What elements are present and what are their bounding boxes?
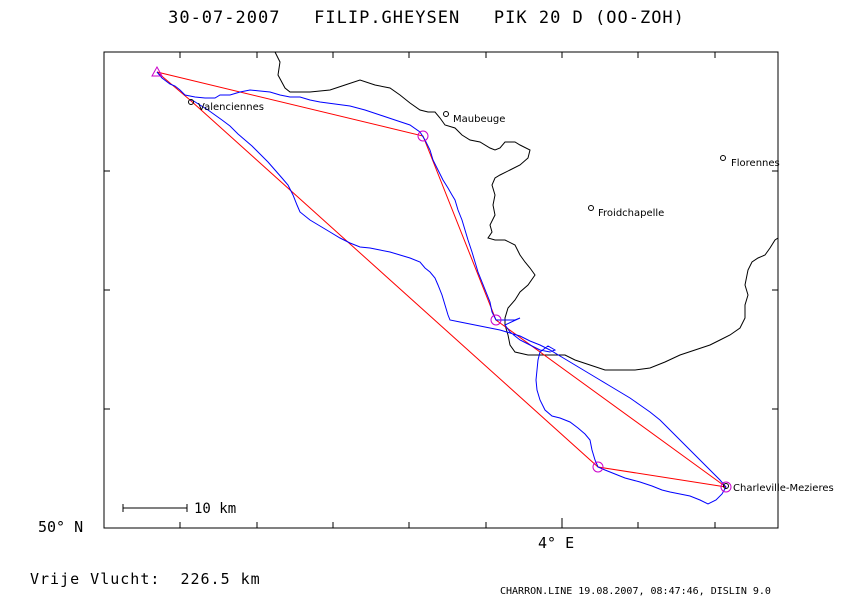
city-label-valenciennes: Valenciennes [198,102,264,113]
city-label-froidchapelle: Froidchapelle [598,208,664,219]
map-title: 30-07-2007 FILIP.GHEYSEN PIK 20 D (OO-ZO… [168,8,685,28]
turnpoints [151,65,732,493]
city-label-maubeuge: Maubeuge [453,114,505,125]
turnpoint-circle-icon [490,314,502,326]
latitude-label: 50° N [38,518,83,536]
flight-track [156,71,727,505]
task-route [156,71,727,488]
city-marker-icon [188,99,194,105]
city-label-charleville-mezieres: Charleville-Mezieres [733,483,834,494]
turnpoint-circle-icon [720,481,732,493]
city-marker-icon [720,155,726,161]
start-triangle-icon [151,65,163,77]
y-axis-ticks [104,170,778,410]
city-marker-icon [443,111,449,117]
city-label-florennes: Florennes [731,158,780,169]
x-axis-ticks [179,52,716,528]
longitude-label: 4° E [538,534,574,552]
footer-credits: CHARRON.LINE 19.08.2007, 08:47:46, DISLI… [500,586,771,597]
city-marker-icon [588,205,594,211]
distance-summary: Vrije Vlucht: 226.5 km [30,570,261,588]
country-border [274,51,779,371]
turnpoint-circle-icon [417,130,429,142]
city-marker-icon [723,483,729,489]
city-markers [188,99,729,489]
scale-bar [122,504,188,512]
map-frame [103,51,779,529]
turnpoint-circle-icon [592,461,604,473]
scale-label: 10 km [194,501,236,517]
